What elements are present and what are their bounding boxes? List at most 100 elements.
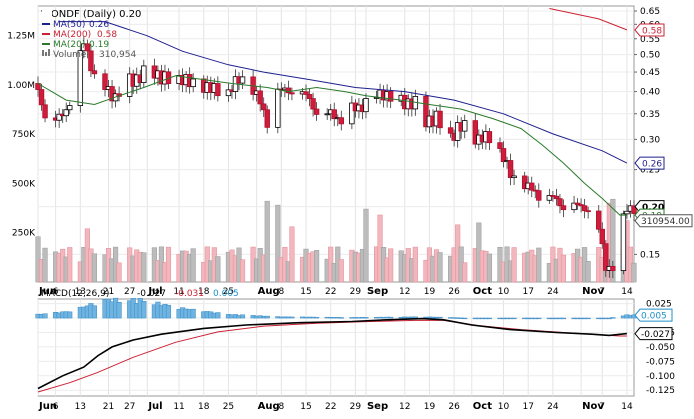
macd-x-tick-label: 21 (103, 402, 114, 412)
candle-body (447, 127, 454, 134)
volume-bar (585, 261, 591, 283)
ma20-line (37, 75, 627, 216)
volume-bar (275, 204, 281, 283)
candle-body (578, 204, 584, 207)
ma50-line (59, 21, 628, 164)
volume-badge (634, 214, 693, 228)
volume-axis-tick-label: 750K (12, 130, 36, 140)
candle-body (546, 195, 553, 201)
volume-bar (437, 252, 443, 283)
macd-x-tick-label: 6 (53, 402, 59, 412)
macd-histogram-bar (388, 316, 394, 319)
price-x-tick-label: 29 (350, 287, 362, 297)
price-badge-value: 0.26 (642, 160, 662, 170)
macd-histogram-bar (511, 317, 517, 320)
volume-bar (560, 254, 567, 283)
candle-body (225, 89, 232, 97)
price-x-tick-label: 15 (300, 287, 311, 297)
candle-body (338, 117, 344, 125)
macd-histogram-bar (314, 316, 320, 319)
price-x-tick-label: 19 (424, 287, 436, 297)
macd-x-tick-label: 15 (300, 402, 311, 412)
macd-axis-tick-label: 0.025 (646, 300, 672, 310)
volume-bar (91, 253, 97, 283)
candle-body (631, 205, 637, 214)
volume-bar (67, 247, 73, 283)
candle-body (88, 50, 94, 72)
candle-body (599, 228, 605, 245)
candle-body (260, 103, 267, 111)
candle-body (596, 210, 602, 230)
ma200-line (549, 8, 628, 31)
price-x-tick-label: 10 (498, 287, 510, 297)
candle-body (581, 205, 588, 212)
macd-x-tick-label: 8 (278, 402, 284, 412)
macd-histogram-bar (412, 316, 418, 319)
candle-body (38, 89, 45, 106)
macd-x-tick-label: 17 (522, 402, 533, 412)
price-x-tick-label: Jun (38, 286, 57, 297)
price-panel-frame (37, 5, 635, 283)
macd-line (37, 317, 627, 390)
price-x-tick-label: 11 (173, 287, 184, 297)
candle-body (63, 109, 69, 117)
macd-x-tick-label: 29 (350, 402, 362, 412)
candle-body (497, 142, 503, 149)
legend-value: 0.58 (97, 30, 117, 40)
price-axis-tick-label: 0.45 (640, 68, 660, 78)
macd-x-tick-label: 13 (75, 402, 86, 412)
candle-body (557, 198, 563, 207)
macd-x-tick-label: 26 (448, 402, 460, 412)
legend-swatch (48, 49, 50, 56)
volume-axis-tick-label: 1.25M (7, 32, 35, 42)
volume-bar (190, 248, 196, 283)
macd-histogram-bar (67, 311, 73, 319)
macd-legend-value: -0.027 (137, 289, 166, 299)
macd-histogram-bar (585, 317, 591, 320)
price-badge-value: 0.58 (642, 26, 662, 36)
legend-label: Volume (53, 50, 87, 60)
price-x-tick-label: 18 (198, 287, 210, 297)
candle-body (529, 182, 535, 191)
legend-label: MA(200) (53, 30, 91, 40)
volume-bar (239, 259, 246, 283)
candle-body (141, 65, 147, 83)
candle-body (571, 202, 577, 211)
price-x-tick-label: 7 (599, 287, 605, 297)
candle-body (349, 102, 355, 125)
price-axis-tick-label: 0.25 (640, 166, 660, 176)
macd-histogram-bar (437, 316, 443, 319)
price-x-tick-label: 12 (399, 287, 410, 297)
price-badge (634, 23, 665, 37)
volume-bar (264, 200, 270, 283)
volume-bar (116, 262, 122, 283)
legend-label: MA(50) (53, 20, 85, 30)
volume-bar (486, 253, 492, 283)
macd-x-tick-label: Nov (582, 401, 604, 412)
legend-swatch (42, 50, 44, 56)
candle-body (437, 110, 443, 129)
legend-value: 0.19 (89, 40, 109, 50)
price-x-tick-label: Sep (367, 286, 388, 297)
macd-x-tick-label: Jun (38, 401, 57, 412)
macd-badge (634, 308, 673, 322)
macd-x-tick-label: 14 (621, 402, 633, 412)
candle-body (610, 265, 616, 272)
macd-histogram (35, 297, 637, 320)
candle-body (56, 113, 62, 121)
macd-histogram-bar (536, 317, 542, 320)
candle-body (486, 131, 493, 144)
macd-legend-value: -0.031 (175, 289, 204, 299)
macd-x-tick-label: 12 (399, 402, 410, 412)
macd-badge (634, 327, 673, 341)
macd-badge-value: 0.005 (641, 312, 667, 322)
macd-histogram-bar (190, 308, 196, 319)
volume-bar (289, 226, 295, 283)
macd-histogram-bar (141, 301, 147, 319)
price-x-tick-label: 6 (53, 287, 59, 297)
macd-x-tick-label: 27 (124, 402, 135, 412)
volume-badge-value: 310954.00 (641, 217, 690, 227)
candle-body (324, 113, 330, 116)
candle-body (511, 175, 517, 179)
